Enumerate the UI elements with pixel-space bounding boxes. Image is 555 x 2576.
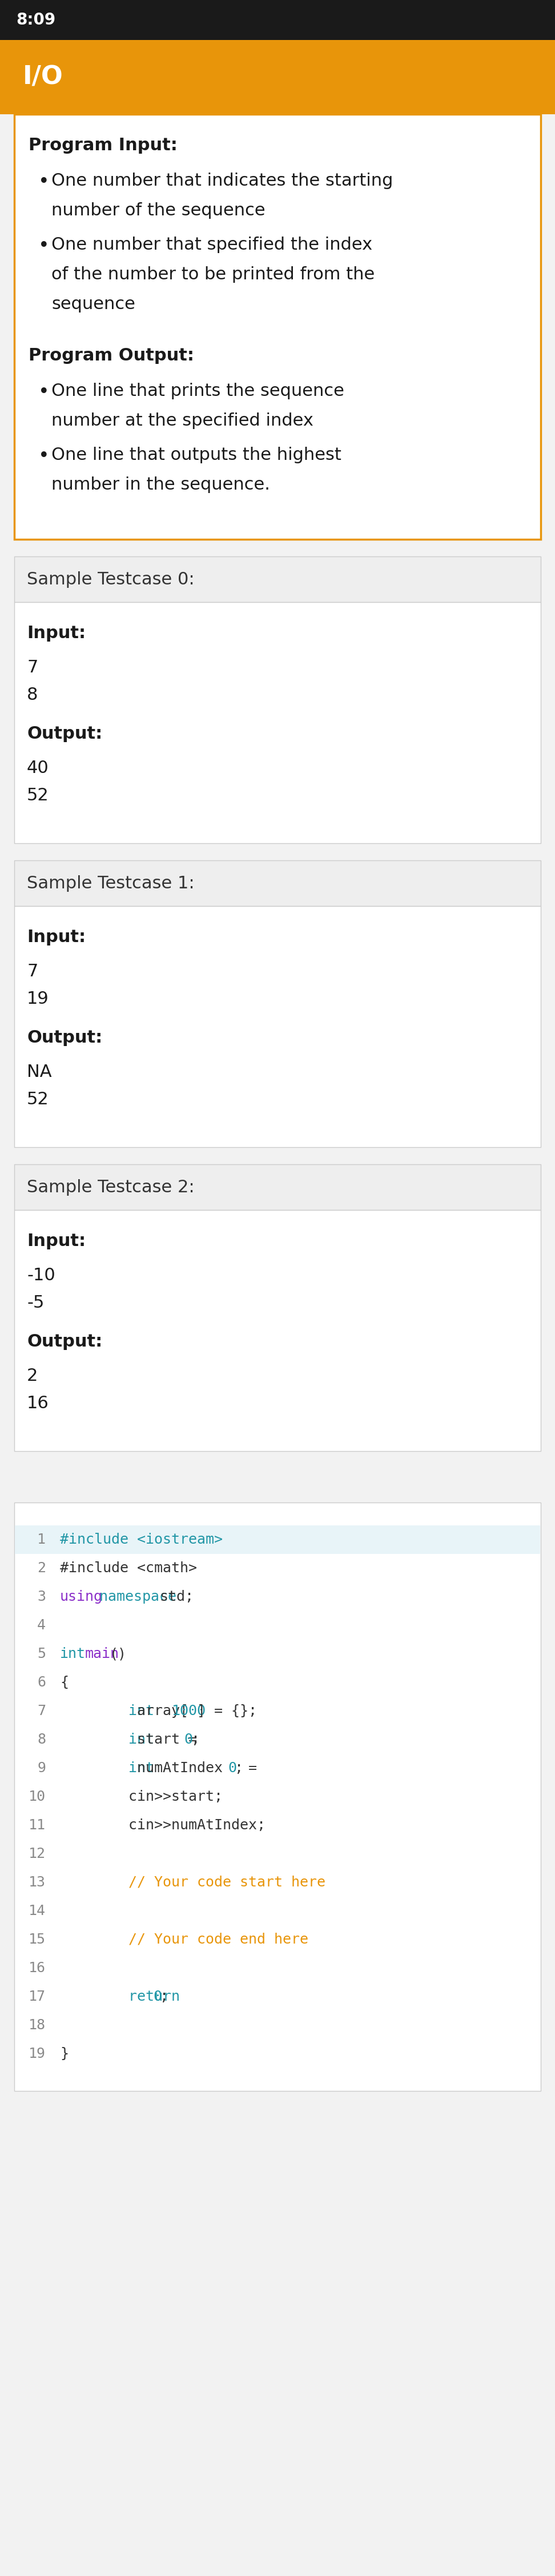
Text: of the number to be printed from the: of the number to be printed from the [52,265,375,283]
Text: •: • [38,237,49,255]
Text: number at the specified index: number at the specified index [52,412,314,430]
Text: One number that indicates the starting: One number that indicates the starting [52,173,393,188]
Text: 13: 13 [28,1875,46,1888]
Text: ] = {};: ] = {}; [197,1705,257,1718]
Text: 18: 18 [28,2020,46,2032]
FancyBboxPatch shape [14,1211,541,1450]
Text: One line that outputs the highest: One line that outputs the highest [52,446,341,464]
Text: 8:09: 8:09 [16,13,56,28]
Text: 3: 3 [37,1589,46,1605]
FancyBboxPatch shape [14,1502,541,2092]
FancyBboxPatch shape [14,1164,541,1211]
Text: int: int [60,1705,154,1718]
Text: Input:: Input: [27,626,85,641]
Text: 1000: 1000 [172,1705,206,1718]
Text: // Your code start here: // Your code start here [60,1875,325,1888]
Text: One line that prints the sequence: One line that prints the sequence [52,384,344,399]
Text: int: int [60,1734,154,1747]
FancyBboxPatch shape [14,603,541,842]
Text: ;: ; [234,1762,243,1775]
Text: main: main [85,1646,119,1662]
Text: 40: 40 [27,760,49,775]
Text: 9: 9 [37,1762,46,1775]
Text: Sample Testcase 2:: Sample Testcase 2: [27,1180,194,1195]
Text: 0: 0 [184,1734,193,1747]
FancyBboxPatch shape [15,1525,540,1553]
Text: 5: 5 [37,1646,46,1662]
Text: 16: 16 [28,1960,46,1976]
Text: 10: 10 [28,1790,46,1803]
Text: •: • [38,446,49,466]
Text: 2: 2 [27,1368,38,1383]
Text: number of the sequence: number of the sequence [52,204,265,219]
Text: // Your code end here: // Your code end here [60,1932,309,1947]
FancyBboxPatch shape [14,860,541,907]
Text: 52: 52 [27,788,49,804]
Text: •: • [38,384,49,402]
Text: 52: 52 [27,1092,49,1108]
Text: std;: std; [159,1589,194,1605]
Text: {: { [60,1674,68,1690]
Text: ;: ; [159,1989,168,2004]
Text: Input:: Input: [27,1234,85,1249]
Text: (): () [110,1646,127,1662]
Text: 11: 11 [28,1819,46,1832]
Text: NA: NA [27,1064,52,1079]
Text: number in the sequence.: number in the sequence. [52,477,270,492]
Text: 8: 8 [37,1734,46,1747]
Text: 19: 19 [27,992,49,1007]
Text: 7: 7 [37,1705,46,1718]
Text: Input:: Input: [27,930,85,945]
FancyBboxPatch shape [14,113,541,538]
Text: numAtIndex   =: numAtIndex = [128,1762,265,1775]
Text: Program Output:: Program Output: [28,348,194,363]
Text: I/O: I/O [23,64,63,90]
FancyBboxPatch shape [0,41,555,113]
Text: Program Input:: Program Input: [28,137,178,155]
Text: #include <cmath>: #include <cmath> [60,1561,197,1574]
Text: cin>>start;: cin>>start; [60,1790,223,1803]
Text: int: int [60,1646,85,1662]
FancyBboxPatch shape [0,0,555,41]
Text: 8: 8 [27,688,38,703]
FancyBboxPatch shape [14,556,541,603]
Text: 2: 2 [37,1561,46,1574]
Text: sequence: sequence [52,296,135,312]
Text: 7: 7 [27,963,38,979]
Text: Sample Testcase 0:: Sample Testcase 0: [27,572,194,587]
Text: array[: array[ [128,1705,188,1718]
Text: 0: 0 [153,1989,162,2004]
Text: Output:: Output: [27,726,102,742]
Text: namespace: namespace [91,1589,185,1605]
Text: •: • [38,173,49,191]
Text: 15: 15 [28,1932,46,1947]
Text: ;: ; [190,1734,199,1747]
Text: 7: 7 [27,659,38,675]
Text: 1: 1 [37,1533,46,1546]
Text: #include <iostream>: #include <iostream> [60,1533,223,1546]
Text: 4: 4 [37,1618,46,1633]
Text: -10: -10 [27,1267,56,1283]
Text: -5: -5 [27,1296,44,1311]
Text: One number that specified the index: One number that specified the index [52,237,372,252]
Text: Output:: Output: [27,1334,102,1350]
Text: Output:: Output: [27,1030,102,1046]
Text: cin>>numAtIndex;: cin>>numAtIndex; [60,1819,265,1832]
Text: start =: start = [128,1734,205,1747]
Text: 19: 19 [28,2048,46,2061]
Text: 0: 0 [228,1762,236,1775]
Text: return: return [60,1989,180,2004]
Text: 12: 12 [28,1847,46,1860]
Text: Sample Testcase 1:: Sample Testcase 1: [27,876,194,891]
Text: int: int [60,1762,154,1775]
Text: using: using [60,1589,103,1605]
FancyBboxPatch shape [14,907,541,1146]
Text: 6: 6 [37,1674,46,1690]
Text: 16: 16 [27,1396,49,1412]
Text: }: } [60,2048,68,2061]
Text: 14: 14 [28,1904,46,1919]
Text: 17: 17 [28,1989,46,2004]
